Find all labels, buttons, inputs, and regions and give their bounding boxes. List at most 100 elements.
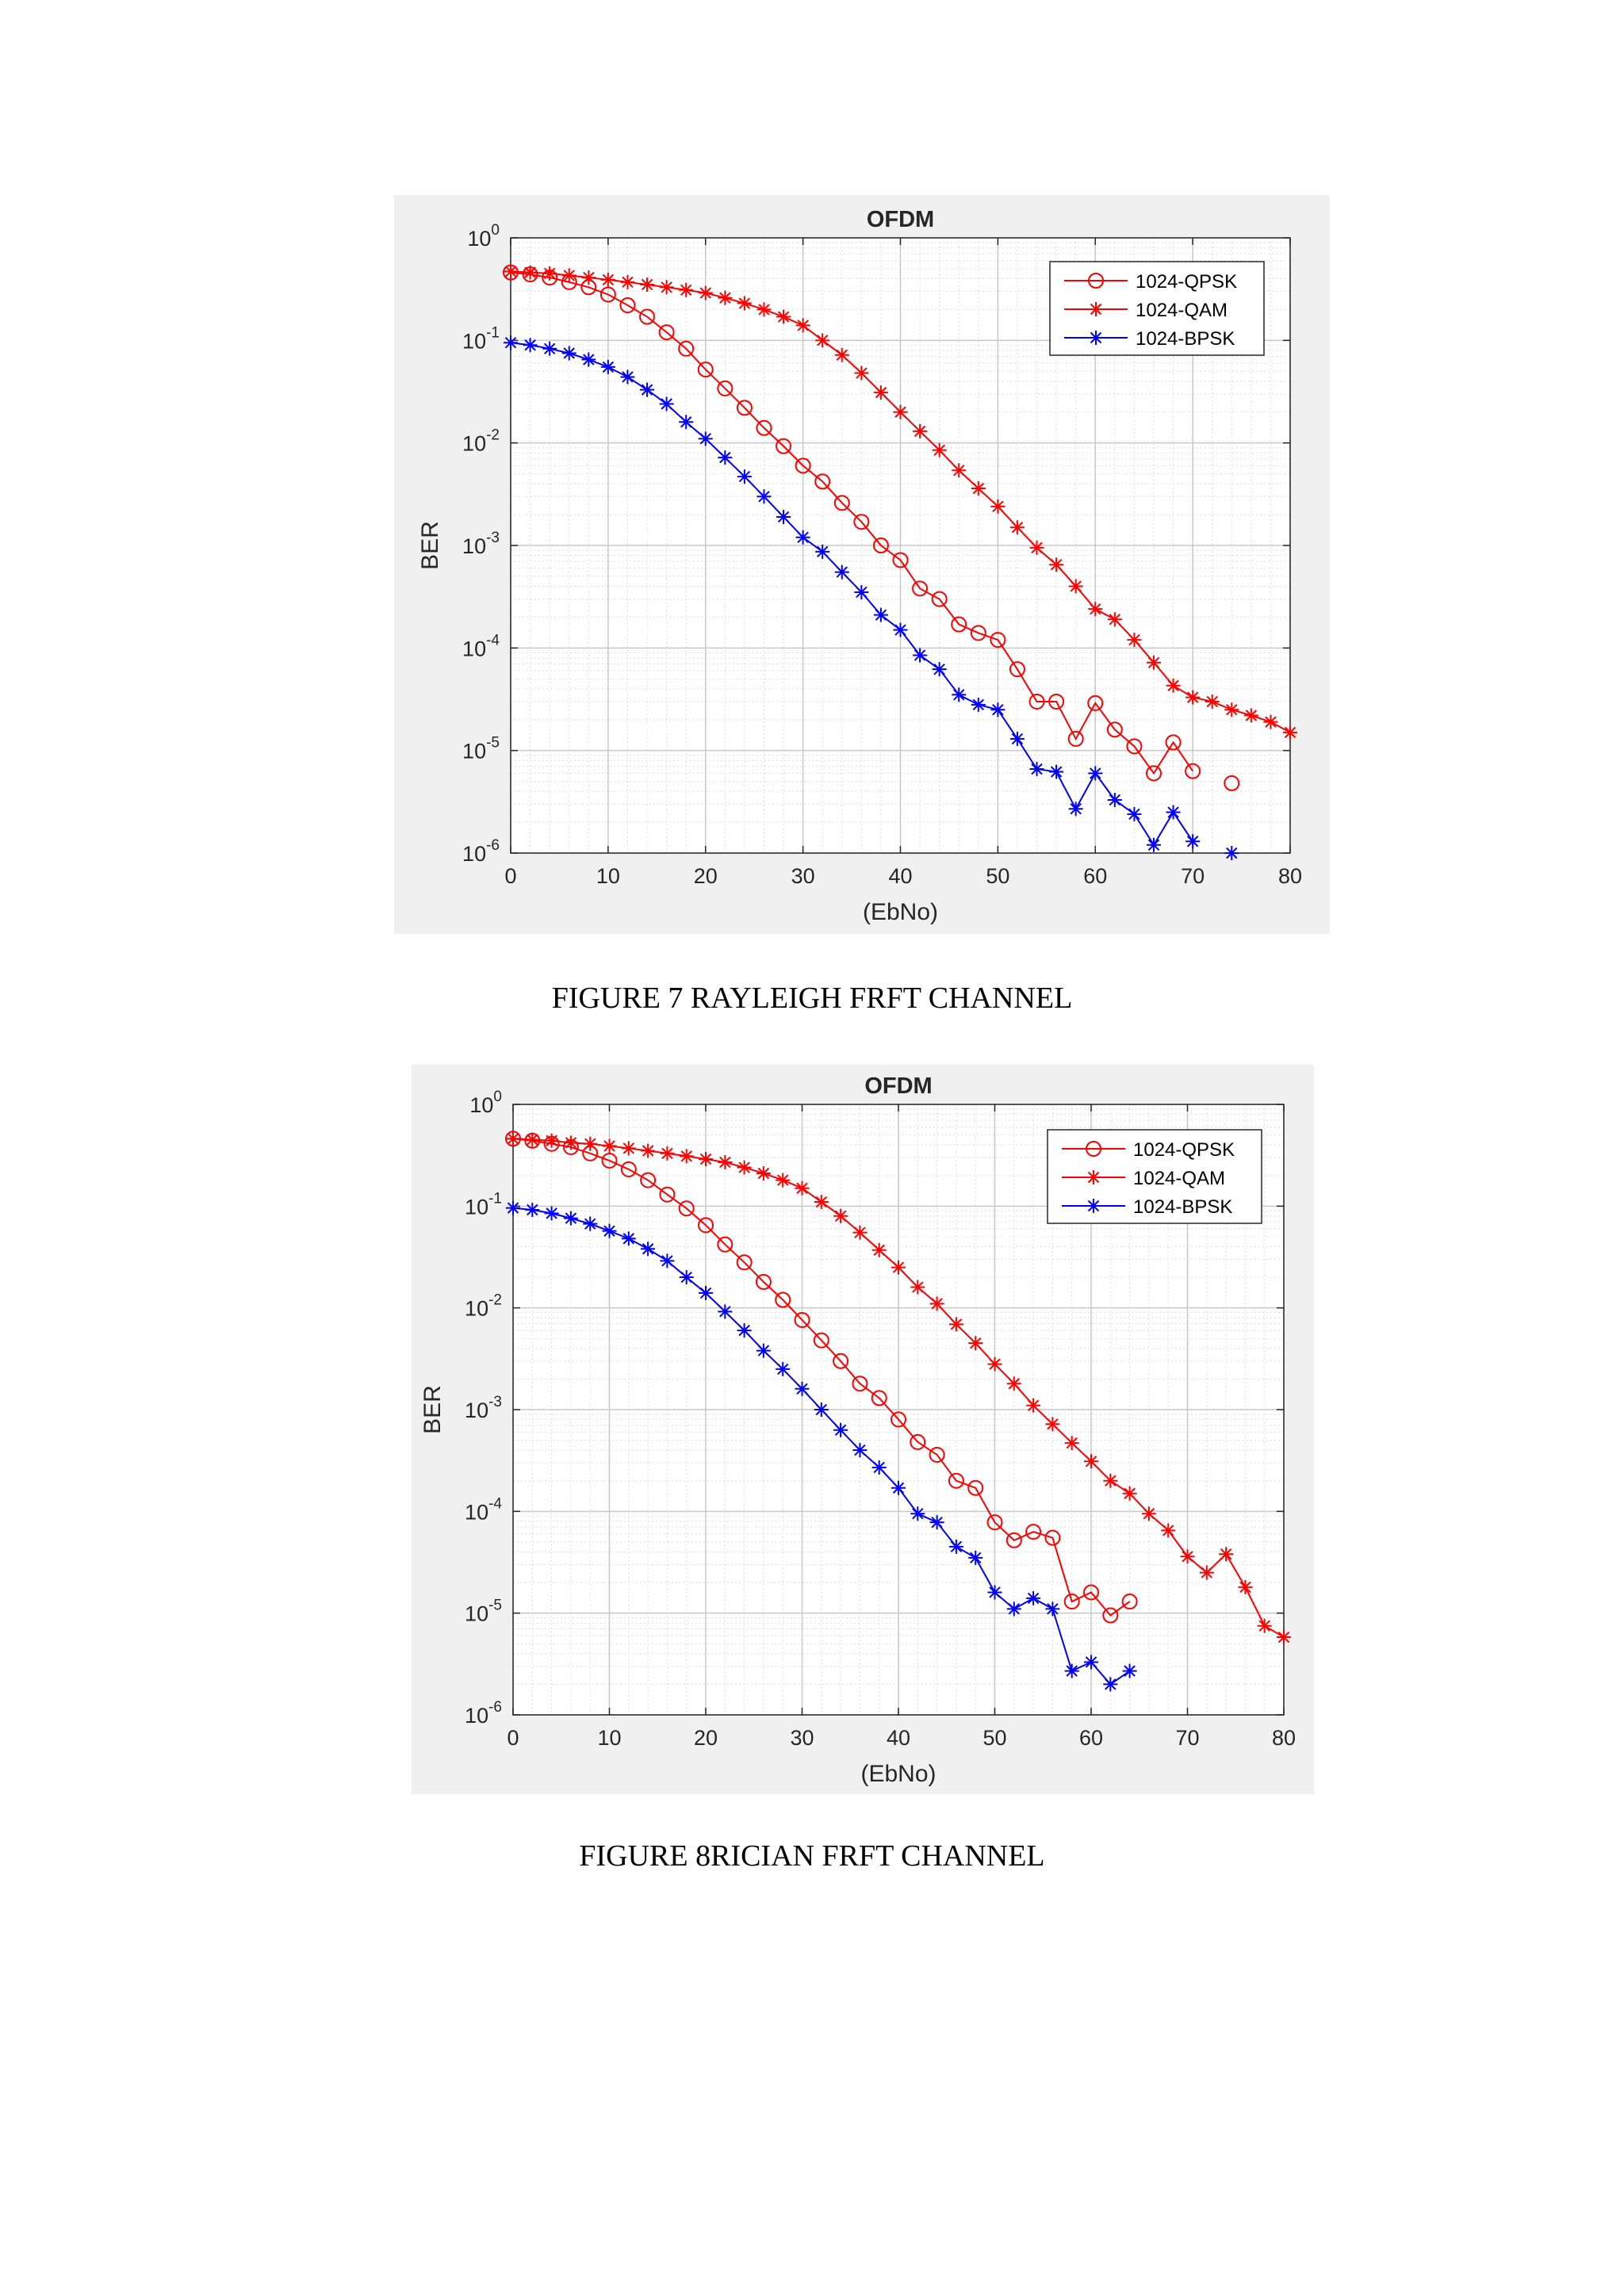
data-point-1024-QPSK (970, 625, 986, 641)
y-axis-label: BER (419, 1385, 446, 1434)
x-tick-label: 60 (1079, 1726, 1103, 1750)
data-point-1024-QAM (1205, 694, 1220, 709)
data-point-1024-QPSK (1083, 1584, 1099, 1601)
y-tick-label: 10-1 (462, 324, 500, 353)
data-point-1024-QPSK (872, 538, 889, 553)
y-tick-base: 10 (462, 329, 486, 353)
data-point-1024-QAM (834, 347, 849, 362)
y-tick-label: 10-3 (465, 1394, 502, 1422)
data-point-1024-BPSK (737, 1323, 752, 1338)
y-tick-exponent: -1 (486, 324, 500, 341)
series-1024-BPSK (506, 1200, 1137, 1692)
data-point-1024-BPSK (525, 1202, 540, 1217)
legend-label: 1024-QAM (1136, 300, 1228, 321)
data-point-1024-QPSK (736, 400, 753, 416)
data-point-1024-BPSK (1103, 1677, 1118, 1692)
data-point-1024-QPSK (1087, 695, 1104, 711)
data-point-1024-BPSK (698, 431, 713, 446)
data-point-1024-QAM (506, 1131, 520, 1146)
data-point-1024-BPSK (506, 1200, 520, 1215)
x-tick-label: 30 (790, 1726, 814, 1750)
data-point-1024-QAM (929, 1296, 944, 1311)
data-point-1024-QAM (815, 333, 830, 348)
data-point-1024-QPSK (871, 1390, 887, 1406)
y-tick-label: 100 (469, 1089, 502, 1117)
y-tick-base: 10 (465, 1195, 488, 1219)
data-point-1024-QAM (1006, 1376, 1021, 1391)
x-tick-label: 0 (504, 864, 516, 888)
data-point-1024-QAM (737, 1160, 752, 1175)
data-point-1024-BPSK (1064, 1663, 1079, 1678)
y-tick-exponent: 0 (491, 222, 500, 239)
data-point-1024-QAM (854, 365, 869, 381)
data-point-1024-QAM (1064, 1436, 1079, 1451)
data-point-1024-BPSK (659, 396, 674, 411)
data-point-1024-QAM (1238, 1579, 1253, 1594)
data-point-1024-QPSK (755, 1273, 772, 1290)
y-tick-exponent: -5 (486, 735, 500, 752)
data-point-1024-QAM (756, 1165, 771, 1181)
data-point-1024-QAM (660, 1146, 675, 1161)
y-tick-exponent: -6 (486, 837, 500, 854)
data-point-1024-QAM (1107, 612, 1122, 627)
data-point-1024-BPSK (1166, 805, 1181, 820)
data-point-1024-QPSK (892, 552, 909, 568)
data-point-1024-BPSK (660, 1253, 675, 1269)
data-point-1024-QAM (1185, 690, 1201, 705)
data-point-1024-QPSK (814, 473, 831, 490)
data-point-1024-QAM (987, 1357, 1002, 1372)
data-point-1024-BPSK (1068, 802, 1083, 817)
data-point-1024-QAM (1224, 702, 1239, 718)
figure-caption-rayleigh: FIGURE 7 RAYLEIGH FRFT CHANNEL (551, 982, 1073, 1015)
y-tick-label: 100 (467, 222, 500, 251)
data-point-1024-QAM (621, 1141, 636, 1156)
data-point-1024-QPSK (912, 580, 929, 597)
data-point-1024-BPSK (544, 1206, 559, 1221)
data-point-1024-QAM (833, 1208, 848, 1223)
data-point-1024-BPSK (910, 1506, 925, 1521)
data-point-1024-BPSK (871, 1460, 887, 1475)
data-point-1024-QPSK (794, 1311, 810, 1328)
data-point-1024-BPSK (932, 662, 947, 677)
data-point-1024-BPSK (699, 1285, 713, 1300)
data-point-1024-QAM (873, 385, 888, 400)
data-point-1024-QAM (1103, 1473, 1118, 1488)
data-point-1024-QAM (525, 1132, 540, 1147)
data-point-1024-QAM (1219, 1547, 1234, 1562)
data-point-1024-QPSK (967, 1479, 984, 1496)
data-point-1024-BPSK (542, 341, 557, 356)
data-point-1024-BPSK (990, 702, 1005, 718)
x-tick-label: 40 (888, 864, 912, 888)
data-point-1024-QAM (600, 272, 615, 287)
data-point-1024-BPSK (873, 607, 888, 622)
data-point-1024-QPSK (1102, 1607, 1119, 1624)
x-tick-label: 30 (791, 864, 815, 888)
data-point-1024-QPSK (948, 1472, 964, 1489)
data-point-1024-QAM (1180, 1549, 1195, 1564)
legend: 1024-QPSK 1024-QAM 1024-BPSK (1047, 1129, 1262, 1224)
data-point-1024-BPSK (718, 450, 733, 465)
data-point-1024-QAM (795, 318, 810, 333)
y-tick-label: 10-5 (465, 1598, 502, 1626)
legend: 1024-QPSK 1024-QAM 1024-BPSK (1049, 261, 1265, 356)
data-point-1024-QPSK (776, 438, 792, 454)
data-point-1024-BPSK (1088, 766, 1103, 781)
data-point-1024-QAM (523, 265, 538, 280)
y-tick-exponent: -6 (488, 1699, 502, 1716)
data-point-1024-QAM (544, 1133, 559, 1148)
data-point-1024-BPSK (854, 584, 869, 599)
data-point-1024-QPSK (601, 1152, 618, 1169)
data-point-1024-QPSK (795, 457, 811, 474)
legend-label: 1024-BPSK (1133, 1196, 1232, 1218)
data-point-1024-QAM (776, 309, 791, 324)
data-point-1024-QPSK (1048, 693, 1065, 710)
legend-label: 1024-QAM (1133, 1168, 1225, 1189)
data-point-1024-QAM (641, 1143, 656, 1158)
y-tick-base: 10 (467, 227, 491, 251)
data-point-1024-QPSK (620, 1161, 637, 1177)
data-point-1024-QAM (1243, 708, 1258, 723)
data-point-1024-QPSK (1005, 1532, 1022, 1548)
data-point-1024-QPSK (678, 340, 695, 357)
y-tick-label: 10-6 (465, 1699, 502, 1728)
data-point-1024-BPSK (583, 1216, 598, 1231)
